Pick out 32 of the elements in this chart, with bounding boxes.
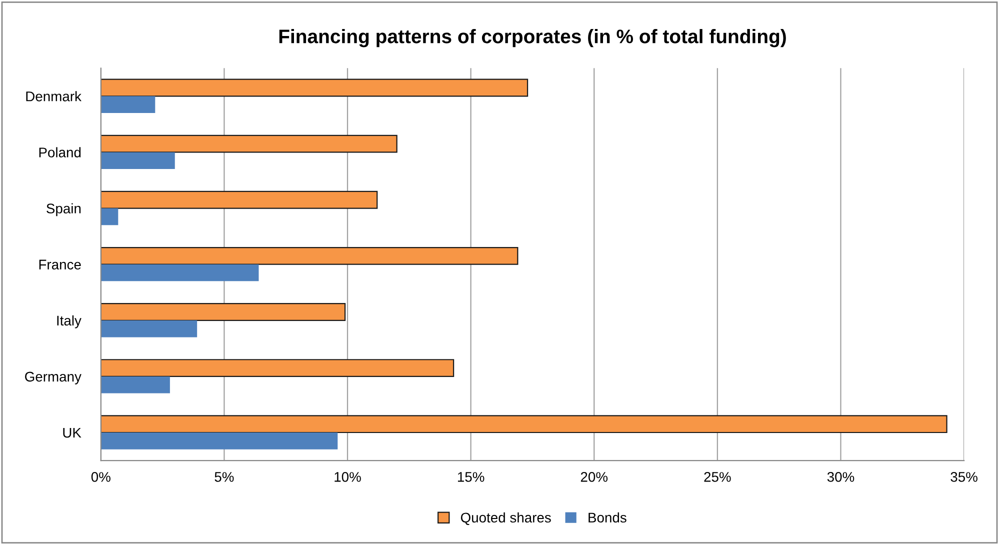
bar	[100, 246, 518, 265]
bar	[100, 190, 378, 209]
bar	[100, 376, 170, 394]
bar	[100, 152, 175, 170]
chart-title: Financing patterns of corporates (in % of total funding)	[279, 29, 786, 48]
x-tick-label: 25%	[704, 472, 731, 482]
y-tick-label: Poland	[39, 147, 81, 158]
bar	[100, 134, 398, 153]
y-tick-label: UK	[63, 428, 82, 438]
bar	[100, 264, 259, 282]
x-tick-label: 30%	[827, 472, 854, 482]
y-tick-label: Italy	[57, 315, 82, 328]
bar	[100, 208, 118, 226]
bar	[100, 432, 338, 450]
x-tick-label: 35%	[950, 472, 978, 482]
bar	[100, 303, 346, 321]
x-tick-label: 15%	[458, 472, 484, 482]
y-tick-label: Denmark	[26, 91, 82, 102]
y-tick-label: Spain	[46, 203, 81, 216]
legend-label: Quoted shares	[460, 512, 551, 526]
x-tick-label: 5%	[214, 472, 234, 482]
legend-label: Bonds	[588, 512, 626, 523]
bar	[100, 320, 198, 338]
y-tick-label: Germany	[25, 372, 82, 384]
bar	[100, 415, 948, 434]
bar	[100, 359, 454, 377]
x-tick-label: 0%	[91, 472, 110, 482]
x-tick-label: 20%	[580, 472, 608, 482]
bar	[100, 96, 156, 113]
y-tick-label: France	[39, 260, 81, 270]
x-tick-label: 10%	[334, 472, 361, 482]
bar	[100, 78, 528, 97]
